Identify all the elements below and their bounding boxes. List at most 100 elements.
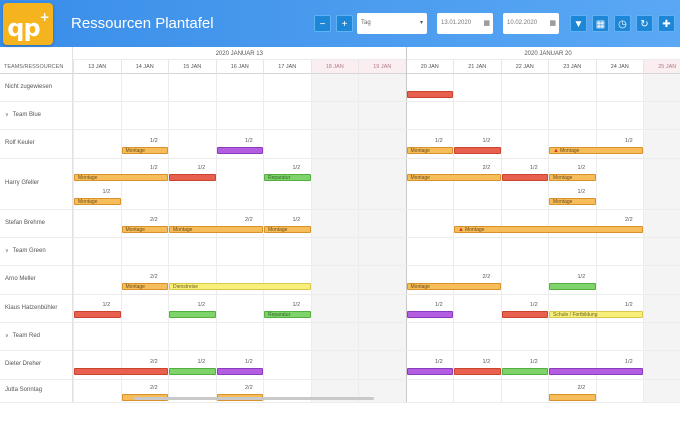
day-header[interactable]: 15 JAN xyxy=(168,60,216,74)
event-bar[interactable]: Reparatur xyxy=(264,311,311,318)
calendar-icon: ▦ xyxy=(483,20,490,27)
day-header[interactable]: 13 JAN xyxy=(73,60,121,74)
event-bar[interactable] xyxy=(406,368,453,375)
warning-icon: ▲ xyxy=(458,227,464,233)
clock-button[interactable]: ◷ xyxy=(614,15,631,32)
move-button[interactable]: ✚ xyxy=(658,15,675,32)
event-bar[interactable] xyxy=(216,368,263,375)
capacity-fraction: 1/2 xyxy=(197,165,206,171)
event-bar[interactable]: Dienstreise xyxy=(169,283,311,290)
event-bar[interactable] xyxy=(169,311,216,318)
resource-label: Harry Gfeller xyxy=(0,158,73,209)
event-bar[interactable]: Montage xyxy=(121,226,168,233)
day-column xyxy=(643,74,680,402)
day-header[interactable]: 17 JAN xyxy=(263,60,311,74)
event-bar[interactable]: Montage xyxy=(549,198,596,205)
event-bar[interactable] xyxy=(454,147,501,154)
capacity-fraction: 1/2 xyxy=(577,165,586,171)
filter-button[interactable]: ▼ xyxy=(570,15,587,32)
event-label: Schule / Fortbildung xyxy=(553,312,598,318)
zoom-out-button[interactable]: − xyxy=(314,15,331,32)
corner-header: TEAMS/RESSOURCEN xyxy=(0,47,73,74)
team-group-row[interactable]: ∨ Team Green xyxy=(0,237,73,265)
day-header[interactable]: 19 JAN xyxy=(358,60,406,74)
page-title: Ressourcen Plantafel xyxy=(71,15,214,32)
event-bar[interactable]: Reparatur xyxy=(264,174,311,181)
event-bar[interactable] xyxy=(406,311,453,318)
event-bar[interactable] xyxy=(406,91,453,98)
date-to-value: 10.02.2020 xyxy=(507,20,538,26)
capacity-fraction: 2/2 xyxy=(482,274,491,280)
event-bar[interactable]: Montage xyxy=(406,283,501,290)
app-logo[interactable]: qp+ xyxy=(3,3,53,45)
day-header[interactable]: 20 JAN xyxy=(405,60,453,74)
warning-icon: ▲ xyxy=(553,148,559,154)
capacity-fraction: 1/2 xyxy=(482,138,491,144)
view-select-value: Tag xyxy=(361,20,371,26)
clock-icon: ◷ xyxy=(618,19,627,30)
day-header[interactable]: 25 JAN xyxy=(643,60,680,74)
team-group-row[interactable]: ∨ Team Blue xyxy=(0,101,73,129)
chevron-down-icon[interactable]: ∨ xyxy=(5,333,9,339)
event-bar[interactable]: Schule / Fortbildung xyxy=(549,311,643,318)
event-bar[interactable] xyxy=(169,174,216,181)
event-bar[interactable] xyxy=(74,368,168,375)
event-bar[interactable]: ▲Montage xyxy=(549,147,643,154)
event-label: Montage xyxy=(553,199,573,205)
event-bar[interactable] xyxy=(549,283,596,290)
event-bar[interactable]: Montage xyxy=(406,147,453,154)
event-bar[interactable]: Montage xyxy=(264,226,311,233)
day-header[interactable]: 18 JAN xyxy=(310,60,358,74)
view-select[interactable]: Tag ▾ xyxy=(357,13,427,34)
horizontal-scrollbar[interactable] xyxy=(134,397,374,400)
row-label-text: Rolf Keuler xyxy=(5,140,35,146)
event-bar[interactable] xyxy=(216,147,263,154)
event-label: Reparatur xyxy=(268,175,291,181)
event-bar[interactable] xyxy=(549,368,643,375)
event-bar[interactable]: Montage xyxy=(74,174,168,181)
date-to-field[interactable]: 10.02.2020 ▦ xyxy=(503,13,559,34)
event-bar[interactable]: Montage xyxy=(169,226,263,233)
event-bar[interactable] xyxy=(501,368,548,375)
event-bar[interactable]: Montage xyxy=(74,198,121,205)
row-divider xyxy=(0,350,680,351)
capacity-fraction: 2/2 xyxy=(150,385,158,391)
event-bar[interactable]: Montage xyxy=(406,174,501,181)
capacity-fraction: 1/2 xyxy=(150,165,158,171)
chevron-down-icon[interactable]: ∨ xyxy=(5,248,9,254)
row-label-text: Team Green xyxy=(12,248,46,254)
event-bar[interactable] xyxy=(501,311,548,318)
refresh-button[interactable]: ↻ xyxy=(636,15,653,32)
event-bar[interactable]: Montage xyxy=(549,174,596,181)
event-bar[interactable] xyxy=(549,394,596,401)
event-bar[interactable] xyxy=(501,174,548,181)
export-button[interactable]: ▦ xyxy=(592,15,609,32)
event-bar[interactable]: Montage xyxy=(121,283,168,290)
row-label-text: Jutta Sonntag xyxy=(5,387,43,393)
event-label: Montage xyxy=(125,227,145,233)
zoom-in-button[interactable]: + xyxy=(336,15,353,32)
day-header[interactable]: 14 JAN xyxy=(120,60,168,74)
event-bar[interactable]: Montage xyxy=(121,147,168,154)
date-from-field[interactable]: 13.01.2020 ▦ xyxy=(437,13,493,34)
day-header[interactable]: 24 JAN xyxy=(595,60,643,74)
event-label: Reparatur xyxy=(268,312,291,318)
row-divider xyxy=(0,379,680,380)
event-bar[interactable] xyxy=(74,311,121,318)
event-bar[interactable] xyxy=(169,368,216,375)
day-header[interactable]: 22 JAN xyxy=(500,60,548,74)
chevron-down-icon[interactable]: ∨ xyxy=(5,112,9,118)
event-bar[interactable]: ▲Montage xyxy=(454,226,643,233)
resource-label: Klaus Hatzenbühler xyxy=(0,294,73,322)
event-bar[interactable] xyxy=(454,368,501,375)
app-header: qp+ Ressourcen Plantafel − + Tag ▾ 13.01… xyxy=(0,0,680,47)
event-label: Montage xyxy=(410,148,430,154)
day-header[interactable]: 16 JAN xyxy=(215,60,263,74)
row-label-text: Dieter Dreher xyxy=(5,361,42,367)
filter-icon: ▼ xyxy=(573,19,584,30)
day-header[interactable]: 21 JAN xyxy=(453,60,501,74)
team-group-row[interactable]: ∨ Team Red xyxy=(0,322,73,350)
event-label: Montage xyxy=(464,227,485,233)
capacity-fraction: 1/2 xyxy=(292,302,301,308)
day-header[interactable]: 23 JAN xyxy=(548,60,596,74)
